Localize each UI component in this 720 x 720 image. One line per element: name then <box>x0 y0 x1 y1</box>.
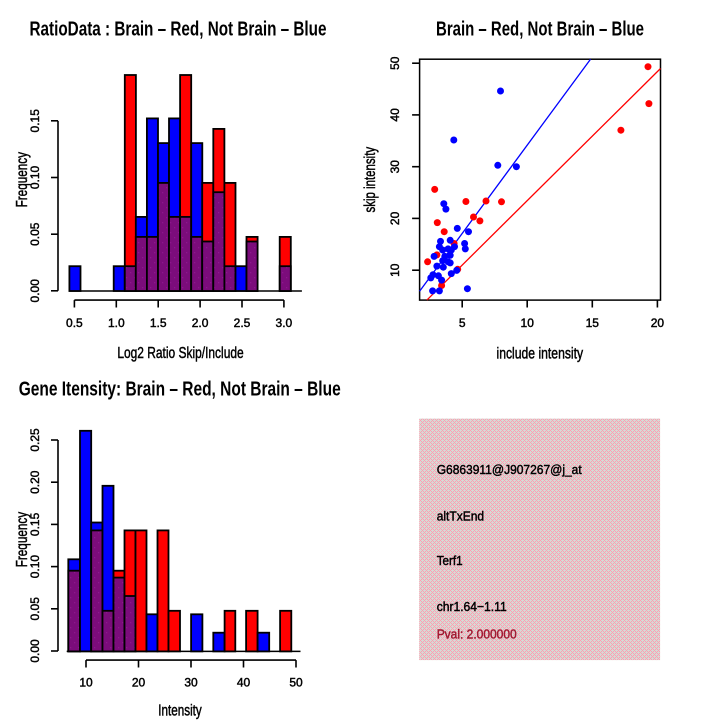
svg-text:Log2 Ratio Skip/Include: Log2 Ratio Skip/Include <box>117 345 243 362</box>
svg-text:include intensity: include intensity <box>497 346 584 363</box>
svg-text:30: 30 <box>388 160 402 174</box>
svg-text:15: 15 <box>586 316 600 330</box>
svg-text:40: 40 <box>237 676 251 690</box>
svg-text:2.0: 2.0 <box>192 316 209 330</box>
svg-text:0.10: 0.10 <box>28 555 42 579</box>
svg-text:3.0: 3.0 <box>276 316 293 330</box>
svg-text:0.15: 0.15 <box>28 109 42 133</box>
svg-text:Gene Itensity: Brain – Red, No: Gene Itensity: Brain – Red, Not Brain – … <box>19 378 341 400</box>
svg-text:altTxEnd: altTxEnd <box>437 508 484 523</box>
svg-text:2.5: 2.5 <box>234 316 251 330</box>
svg-text:50: 50 <box>289 676 303 690</box>
svg-text:50: 50 <box>388 56 402 70</box>
svg-text:1.0: 1.0 <box>108 316 125 330</box>
svg-text:20: 20 <box>132 676 146 690</box>
svg-text:0.00: 0.00 <box>28 279 42 303</box>
svg-text:chr1.64−1.11: chr1.64−1.11 <box>437 599 507 614</box>
svg-text:0.00: 0.00 <box>28 639 42 663</box>
svg-text:10: 10 <box>388 263 402 277</box>
svg-text:30: 30 <box>184 676 198 690</box>
svg-text:10: 10 <box>79 676 93 690</box>
svg-text:G6863911@J907267@j_at: G6863911@J907267@j_at <box>437 462 582 477</box>
svg-text:0.10: 0.10 <box>28 165 42 189</box>
svg-text:0.5: 0.5 <box>66 316 83 330</box>
svg-text:0.25: 0.25 <box>28 428 42 452</box>
svg-text:0.05: 0.05 <box>28 222 42 246</box>
svg-text:40: 40 <box>388 108 402 122</box>
svg-text:Frequency: Frequency <box>14 512 31 567</box>
svg-text:Brain – Red, Not Brain – Blue: Brain – Red, Not Brain – Blue <box>436 18 644 40</box>
svg-text:skip intensity: skip intensity <box>362 147 379 213</box>
svg-text:1.5: 1.5 <box>150 316 167 330</box>
svg-text:Frequency: Frequency <box>14 152 31 207</box>
svg-text:Pval: 2.000000: Pval: 2.000000 <box>437 627 517 642</box>
svg-text:20: 20 <box>388 211 402 225</box>
svg-text:Terf1: Terf1 <box>437 553 463 568</box>
svg-text:Intensity: Intensity <box>158 703 202 720</box>
svg-text:20: 20 <box>651 316 665 330</box>
svg-text:0.15: 0.15 <box>28 512 42 536</box>
svg-text:10: 10 <box>521 316 535 330</box>
svg-text:RatioData : Brain – Red, Not B: RatioData : Brain – Red, Not Brain – Blu… <box>30 18 327 40</box>
svg-text:5: 5 <box>459 316 466 330</box>
svg-text:0.05: 0.05 <box>28 597 42 621</box>
svg-text:0.20: 0.20 <box>28 470 42 494</box>
